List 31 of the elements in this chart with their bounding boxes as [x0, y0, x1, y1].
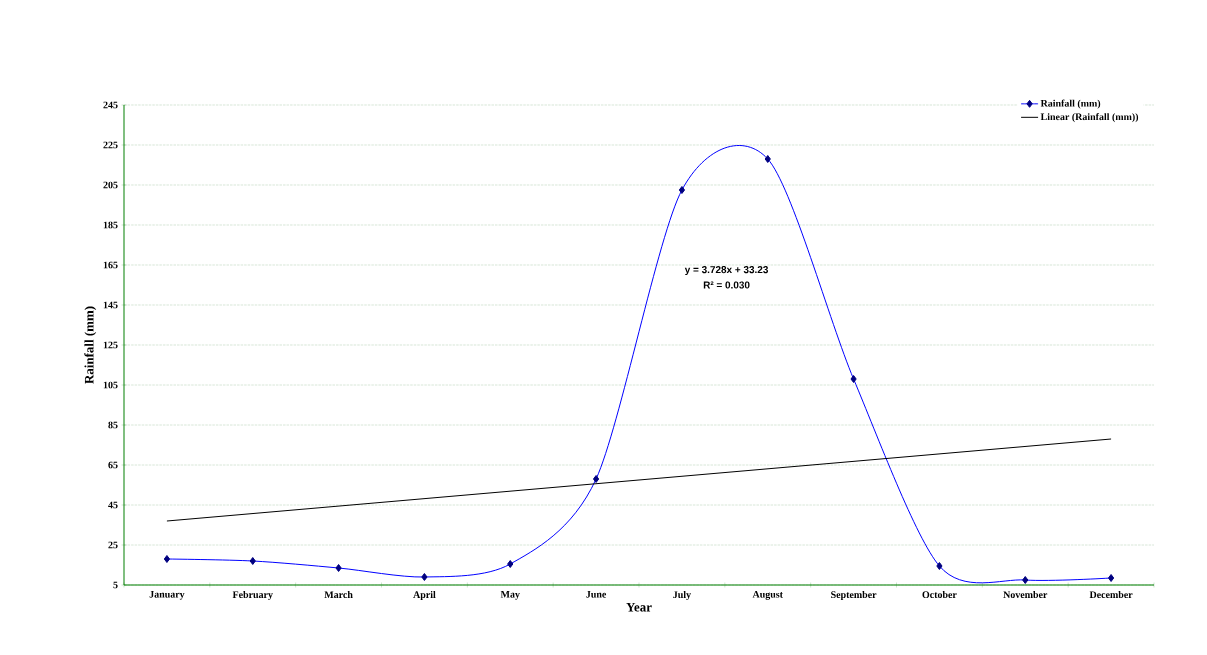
annotation: R² = 0.030 [703, 281, 750, 289]
y-tick-label: 5 [113, 581, 118, 589]
x-tick-label: October [922, 591, 957, 599]
y-tick-label: 145 [103, 301, 118, 309]
y-tick-label: 205 [103, 181, 118, 189]
x-tick-label: November [1003, 591, 1048, 599]
y-axis-title: Rainfall (mm) [84, 306, 97, 384]
x-tick-label: August [752, 591, 783, 600]
legend-label: Rainfall (mm) [1040, 99, 1101, 109]
x-tick-label: July [673, 591, 691, 601]
x-tick-label: June [586, 591, 607, 598]
y-tick-label: 165 [103, 261, 118, 269]
y-tick-label: 25 [108, 541, 118, 549]
x-tick-label: February [232, 591, 273, 601]
x-tick-label: May [500, 591, 520, 600]
y-tick-label: 125 [103, 341, 118, 349]
y-tick-label: 45 [108, 501, 118, 509]
x-tick-label: March [324, 591, 353, 599]
x-tick-label: April [413, 591, 436, 601]
x-axis-title: Year [626, 602, 652, 612]
x-tick-label: September [831, 591, 877, 601]
x-tick-label: December [1089, 591, 1133, 599]
y-tick-label: 185 [103, 221, 118, 229]
y-tick-label: 85 [108, 421, 118, 429]
annotation: y = 3.728x + 33.23 [684, 266, 769, 276]
y-tick-label: 225 [103, 141, 118, 149]
legend-label: Linear (Rainfall (mm)) [1040, 113, 1139, 123]
x-tick-label: January [149, 591, 185, 600]
y-tick-label: 245 [103, 101, 118, 109]
y-tick-label: 105 [103, 381, 118, 389]
y-tick-label: 65 [108, 461, 118, 469]
